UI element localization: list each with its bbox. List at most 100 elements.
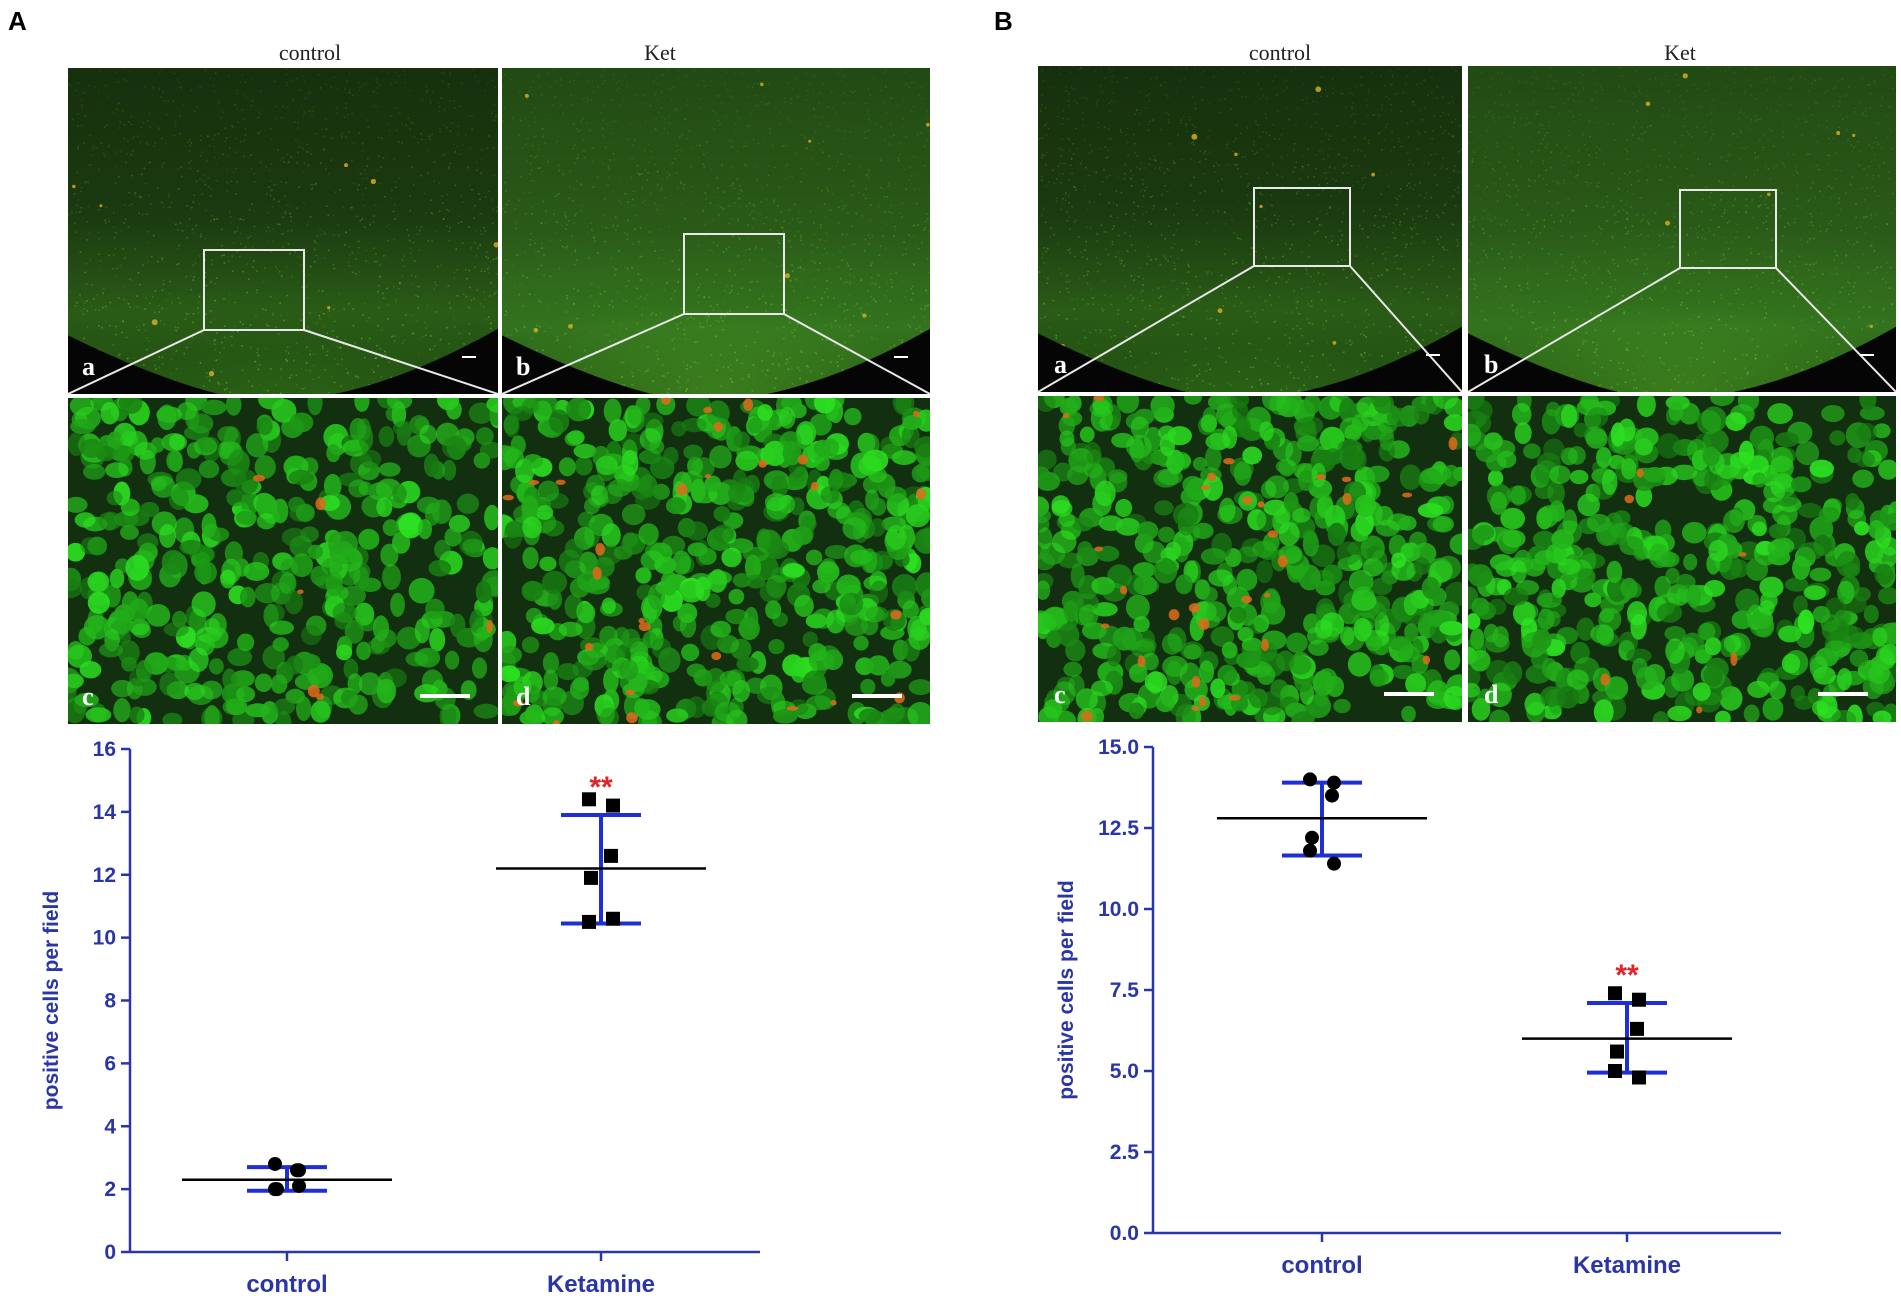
tissue-speck [430, 100, 432, 102]
tissue-speck [1269, 294, 1271, 296]
tissue-speck [683, 362, 685, 364]
tissue-speck [540, 301, 542, 303]
tissue-speck [92, 149, 94, 151]
tissue-speck [427, 173, 429, 175]
tissue-speck [113, 268, 115, 270]
tissue-speck [158, 367, 160, 369]
tissue-speck [522, 98, 524, 100]
cell-nucleus [201, 707, 222, 724]
tissue-speck [1378, 133, 1380, 135]
tissue-speck [1203, 173, 1205, 175]
tissue-speck [542, 128, 544, 130]
tissue-speck [516, 330, 518, 332]
tissue-speck [81, 104, 83, 106]
tissue-speck [1132, 174, 1134, 176]
tissue-speck [702, 163, 704, 165]
tissue-speck [650, 314, 652, 316]
tissue-speck [1190, 143, 1192, 145]
tissue-speck [355, 273, 357, 275]
tissue-speck [436, 311, 438, 313]
tissue-speck [508, 172, 510, 174]
tissue-speck [1397, 352, 1399, 354]
tissue-speck [615, 229, 617, 231]
tissue-speck [1353, 123, 1355, 125]
tissue-speck [1176, 322, 1178, 324]
tissue-speck [313, 184, 315, 186]
tissue-speck [310, 92, 312, 94]
tissue-speck [329, 315, 331, 317]
tissue-speck [492, 80, 494, 82]
tissue-speck [1068, 195, 1070, 197]
tissue-speck [418, 338, 420, 340]
tissue-speck [827, 125, 829, 127]
tissue-speck [604, 70, 606, 72]
cell-nucleus [87, 537, 107, 556]
tissue-speck [619, 80, 621, 82]
tissue-speck [193, 233, 195, 235]
tissue-speck [1282, 127, 1284, 129]
tissue-speck [143, 86, 145, 88]
tissue-speck [573, 123, 575, 125]
tissue-speck [1358, 165, 1360, 167]
tissue-speck [210, 188, 212, 190]
tissue-speck [916, 245, 918, 247]
tissue-speck [812, 251, 814, 253]
tissue-speck [75, 231, 77, 233]
cell-nucleus [450, 614, 465, 638]
tissue-speck [1381, 194, 1383, 196]
tissue-speck [122, 110, 124, 112]
tissue-speck [77, 148, 79, 150]
tissue-speck [737, 111, 739, 113]
tissue-speck [104, 126, 106, 128]
tissue-speck [618, 87, 620, 89]
tissue-speck [1286, 385, 1288, 387]
tissue-speck [1086, 258, 1088, 260]
tissue-speck [70, 291, 72, 293]
tissue-speck [1296, 193, 1298, 195]
tissue-speck [349, 73, 351, 75]
tissue-speck [413, 242, 415, 244]
tissue-speck [1167, 168, 1169, 170]
tissue-speck [148, 242, 150, 244]
tissue-speck [1340, 191, 1342, 193]
tissue-speck [298, 141, 300, 143]
cell-nucleus [310, 700, 330, 722]
tissue-speck [1205, 151, 1207, 153]
tissue-speck [534, 122, 536, 124]
tissue-speck [124, 299, 126, 301]
tissue-speck [690, 191, 692, 193]
tissue-speck [373, 371, 375, 373]
tissue-speck [412, 249, 414, 251]
tissue-speck [148, 144, 150, 146]
tissue-speck [1362, 228, 1364, 230]
tissue-speck [846, 234, 848, 236]
tissue-speck [126, 337, 128, 339]
tissue-speck [1390, 104, 1392, 106]
tissue-speck [645, 371, 647, 373]
tissue-speck [634, 229, 636, 231]
tissue-speck [376, 93, 378, 95]
tissue-speck [133, 357, 135, 359]
tissue-speck [1173, 305, 1175, 307]
tissue-speck [243, 94, 245, 96]
tissue-speck [592, 310, 594, 312]
tissue-speck [871, 235, 873, 237]
tissue-speck [1097, 271, 1099, 273]
tissue-speck [604, 241, 606, 243]
tissue-speck [468, 323, 470, 325]
tissue-speck [612, 121, 614, 123]
tissue-speck [641, 173, 643, 175]
tissue-speck [797, 218, 799, 220]
tissue-speck [1124, 164, 1126, 166]
tissue-speck [365, 83, 367, 85]
tissue-speck [1399, 221, 1401, 223]
tissue-speck [1225, 223, 1227, 225]
panel-letter-a: A [8, 6, 27, 37]
tissue-speck [712, 218, 714, 220]
tissue-speck [1116, 190, 1118, 192]
tissue-speck [1232, 150, 1234, 152]
bright-spot [99, 204, 102, 207]
tissue-speck [488, 190, 490, 192]
tissue-speck [502, 208, 504, 210]
tissue-speck [1396, 286, 1398, 288]
